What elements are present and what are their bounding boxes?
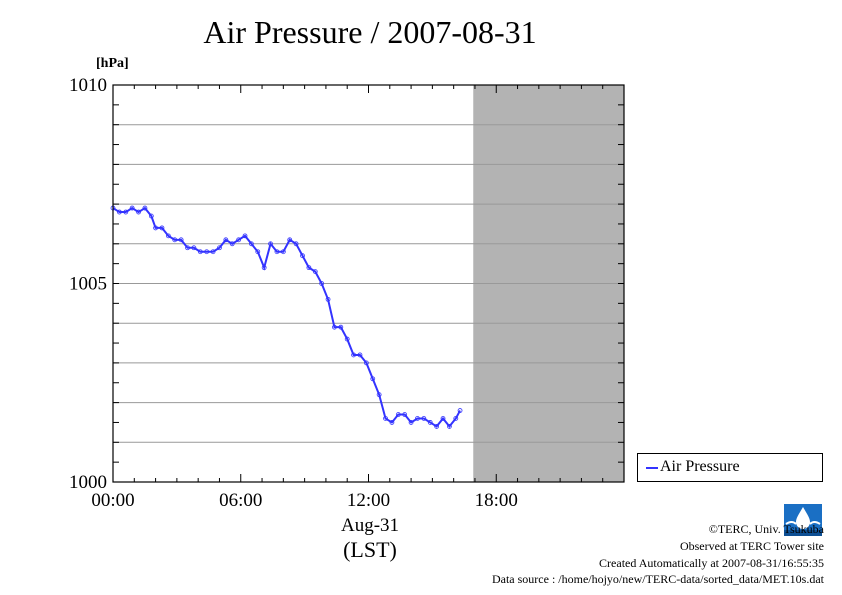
data-point bbox=[159, 225, 165, 231]
legend: Air Pressure bbox=[637, 453, 823, 482]
y-tick-label: 1010 bbox=[69, 75, 107, 96]
data-point bbox=[261, 265, 267, 271]
data-point bbox=[178, 237, 184, 243]
data-point bbox=[312, 269, 318, 274]
data-point bbox=[402, 412, 408, 417]
data-point bbox=[447, 424, 452, 429]
terc-logo-icon bbox=[784, 504, 822, 536]
data-point bbox=[142, 205, 148, 211]
data-point bbox=[453, 416, 459, 421]
grid-lines bbox=[113, 84, 624, 483]
data-point bbox=[248, 241, 254, 247]
data-point bbox=[197, 249, 203, 255]
data-point bbox=[268, 241, 273, 247]
x-axis-timezone-label: (LST) bbox=[343, 537, 397, 562]
y-axis: 1000 1005 1010 bbox=[69, 75, 107, 493]
data-point bbox=[338, 324, 344, 330]
data-point bbox=[370, 376, 376, 382]
data-point bbox=[300, 253, 305, 259]
data-point bbox=[376, 392, 382, 398]
data-point bbox=[210, 249, 216, 255]
data-point bbox=[457, 408, 463, 413]
data-point bbox=[389, 420, 395, 425]
data-point bbox=[274, 249, 280, 255]
data-point bbox=[236, 237, 242, 243]
data-point bbox=[148, 213, 154, 219]
data-point bbox=[255, 249, 261, 255]
data-point bbox=[363, 360, 369, 366]
data-point bbox=[242, 233, 248, 239]
x-tick-label: 12:00 bbox=[347, 490, 390, 511]
x-tick-label: 06:00 bbox=[219, 490, 262, 511]
data-source: Data source : /home/hojyo/new/TERC-data/… bbox=[491, 572, 824, 586]
data-point bbox=[123, 209, 129, 215]
legend-label: Air Pressure bbox=[660, 458, 740, 475]
x-tick-label: 00:00 bbox=[91, 490, 134, 511]
data-point bbox=[383, 416, 388, 421]
data-point bbox=[344, 336, 350, 342]
data-point bbox=[415, 416, 420, 421]
data-point bbox=[191, 245, 197, 251]
data-point bbox=[357, 352, 363, 358]
data-point bbox=[408, 420, 414, 425]
data-point bbox=[287, 237, 293, 243]
data-point bbox=[172, 237, 178, 243]
data-point bbox=[351, 352, 356, 358]
data-point bbox=[223, 237, 229, 243]
data-point bbox=[185, 245, 190, 251]
data-point bbox=[204, 249, 210, 255]
data-point bbox=[421, 416, 427, 421]
y-axis-unit: [hPa] bbox=[96, 56, 129, 71]
data-point bbox=[217, 245, 222, 251]
data-point bbox=[229, 241, 235, 247]
data-point bbox=[332, 324, 337, 330]
series-line bbox=[112, 206, 461, 429]
chart-title: Air Pressure / 2007-08-31 bbox=[203, 14, 537, 50]
data-point bbox=[325, 296, 331, 302]
x-axis: 00:00 06:00 12:00 18:00 bbox=[91, 85, 625, 511]
data-point bbox=[319, 281, 325, 286]
data-point bbox=[165, 233, 171, 239]
data-point bbox=[116, 209, 122, 215]
data-point bbox=[434, 424, 440, 429]
data-point bbox=[395, 412, 401, 417]
x-axis-date-label: Aug-31 bbox=[340, 515, 400, 536]
series-air-pressure bbox=[110, 205, 463, 429]
data-point bbox=[306, 265, 312, 271]
x-tick-label: 18:00 bbox=[475, 490, 518, 511]
data-point bbox=[136, 209, 141, 215]
legend-swatch bbox=[646, 467, 658, 469]
data-point bbox=[440, 416, 446, 421]
site-credit: Observed at TERC Tower site bbox=[679, 539, 824, 553]
created-timestamp: Created Automatically at 2007-08-31/16:5… bbox=[599, 556, 824, 570]
data-point bbox=[280, 249, 286, 255]
data-point bbox=[129, 205, 135, 211]
data-point bbox=[153, 225, 158, 231]
data-point bbox=[427, 420, 433, 425]
copyright-credit: ©TERC, Univ. Tsukuba bbox=[708, 522, 824, 536]
y-tick-label: 1005 bbox=[69, 274, 107, 295]
y-tick-label: 1000 bbox=[69, 472, 107, 493]
data-point bbox=[293, 241, 299, 247]
